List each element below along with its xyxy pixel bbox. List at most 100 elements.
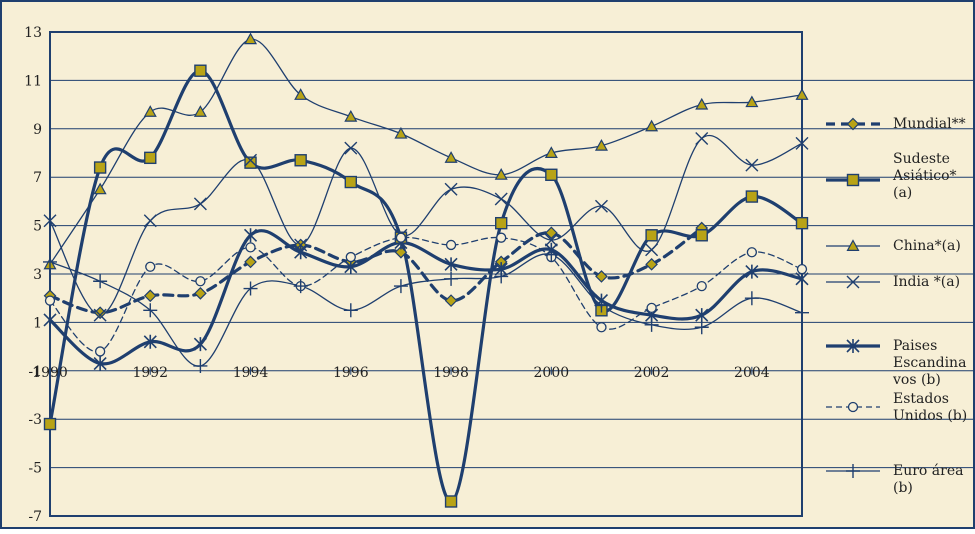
data-point-7 — [644, 317, 659, 332]
data-point-5 — [143, 334, 157, 349]
data-point-7 — [243, 281, 258, 296]
data-point-4 — [193, 197, 207, 211]
data-point-5 — [243, 228, 258, 243]
data-point-6 — [646, 302, 657, 314]
data-point-3 — [143, 105, 157, 117]
data-point-7 — [795, 305, 809, 320]
data-point-6 — [696, 280, 707, 292]
data-point-6 — [496, 232, 507, 243]
data-point-3 — [344, 109, 358, 122]
y-tick-label: 9 — [33, 122, 42, 138]
data-point-6 — [94, 346, 106, 357]
data-point-3 — [193, 105, 207, 117]
legend-item-4: India *(a) — [826, 274, 960, 290]
data-point-2 — [244, 156, 257, 169]
data-point-1 — [194, 287, 207, 300]
y-tick-label: 3 — [33, 267, 42, 283]
data-point-2 — [344, 175, 357, 189]
data-point-2 — [43, 417, 57, 431]
y-tick-label: -7 — [28, 509, 42, 525]
legend-label: (b) — [893, 480, 913, 496]
data-point-3 — [695, 97, 709, 110]
data-point-6 — [746, 247, 758, 258]
legend-label: China*(a) — [893, 238, 961, 254]
data-point-1 — [645, 257, 658, 271]
legend-label: Unidos (b) — [893, 408, 967, 424]
legend-label: Estados — [893, 391, 949, 407]
legend-label: Asiático* — [892, 168, 957, 184]
data-point-1 — [595, 270, 608, 283]
data-point-4 — [645, 243, 659, 257]
legend-item-3: China*(a) — [826, 238, 961, 254]
legend-marker — [847, 401, 859, 413]
series-line-1 — [48, 226, 704, 315]
y-tick-label: 13 — [24, 25, 42, 41]
data-point-5 — [745, 264, 759, 279]
data-point-7 — [744, 291, 759, 306]
data-point-4 — [745, 158, 759, 172]
data-point-1 — [143, 289, 157, 303]
x-tick-label: 2004 — [734, 365, 770, 381]
legend-label: Escandina — [893, 355, 966, 371]
data-point-7 — [444, 271, 459, 286]
data-point-5 — [193, 337, 207, 352]
legend-marker — [846, 239, 860, 251]
data-point-6 — [195, 276, 206, 287]
data-point-6 — [395, 232, 407, 243]
x-tick-label: 2002 — [634, 365, 670, 381]
legend-label: Paises — [893, 338, 937, 354]
data-point-4 — [344, 141, 358, 155]
series-markers — [43, 32, 809, 508]
data-point-2 — [444, 495, 458, 508]
data-point-4 — [143, 214, 157, 228]
x-tick-label: 1994 — [233, 365, 269, 381]
data-point-4 — [93, 308, 107, 322]
y-tick-label: 11 — [24, 73, 42, 89]
x-tick-label: 2000 — [534, 365, 570, 381]
data-point-1 — [544, 226, 558, 240]
data-point-3 — [745, 95, 759, 108]
data-point-2 — [294, 154, 307, 167]
data-point-7 — [594, 298, 609, 313]
data-point-2 — [93, 161, 107, 174]
data-point-6 — [796, 264, 808, 275]
data-point-5 — [43, 312, 57, 327]
y-tick-label: 1 — [33, 315, 42, 331]
data-point-2 — [645, 229, 658, 242]
data-point-4 — [544, 233, 558, 247]
data-point-1 — [444, 294, 458, 307]
legend-marker — [846, 464, 860, 478]
data-point-6 — [245, 242, 256, 253]
data-point-2 — [194, 64, 207, 77]
data-point-3 — [544, 146, 558, 158]
series-line-7 — [49, 253, 803, 367]
data-point-7 — [143, 303, 158, 318]
data-point-3 — [93, 182, 107, 195]
legend-label: (a) — [893, 185, 912, 201]
data-point-7 — [494, 269, 509, 284]
legend-item-1: Mundial** — [826, 116, 966, 132]
data-point-6 — [145, 261, 156, 272]
data-point-7 — [544, 247, 559, 262]
legend-marker — [846, 117, 860, 131]
legend-item-7: Euro área(b) — [826, 463, 963, 496]
data-point-2 — [545, 168, 558, 181]
x-tick-label: 1996 — [333, 365, 369, 381]
data-point-7 — [193, 358, 208, 373]
data-point-7 — [343, 303, 358, 318]
y-tick-label: 5 — [33, 219, 42, 235]
data-point-4 — [695, 131, 709, 145]
data-point-3 — [394, 126, 408, 139]
series-line-5 — [48, 229, 804, 366]
data-point-7 — [393, 279, 408, 294]
series-line-6 — [49, 236, 803, 353]
data-point-4 — [244, 153, 258, 167]
data-point-4 — [795, 136, 809, 150]
legend-label: India *(a) — [893, 274, 960, 290]
legend-label: vos (b) — [892, 372, 941, 388]
y-tick-label: -3 — [28, 412, 42, 428]
data-point-6 — [44, 295, 56, 306]
